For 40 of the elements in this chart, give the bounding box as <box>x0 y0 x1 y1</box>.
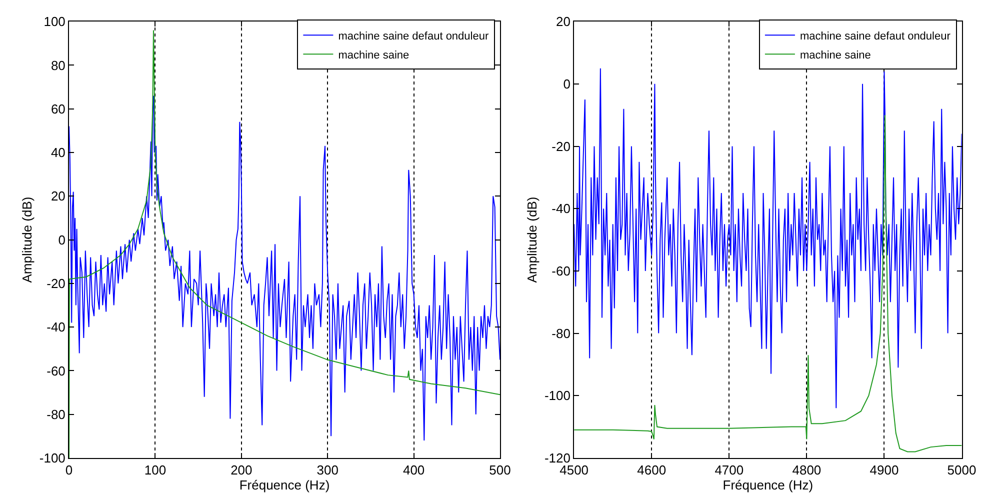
y-tick-label: 100 <box>44 14 66 30</box>
legend-label: machine saine defaut onduleur <box>338 30 489 42</box>
legend-label: machine saine <box>800 49 871 62</box>
y-tick-label: 0 <box>58 232 66 248</box>
y-tick-label: 60 <box>50 101 66 116</box>
legend-label: machine saine defaut onduleur <box>800 30 951 42</box>
line-series <box>574 114 962 452</box>
x-axis-title: Fréquence (Hz) <box>239 478 330 493</box>
y-tick-label: -100 <box>544 388 570 404</box>
y-tick-label: 20 <box>556 14 570 30</box>
y-tick-label: -40 <box>46 320 66 335</box>
y-tick-label: 20 <box>50 188 66 204</box>
line-series <box>69 95 500 442</box>
x-tick-label: 4900 <box>870 462 899 478</box>
y-tick-label: -60 <box>552 263 570 278</box>
x-axis-title: Fréquence (Hz) <box>722 478 814 493</box>
x-tick-label: 4700 <box>714 462 744 478</box>
y-tick-label: -80 <box>46 406 66 422</box>
y-tick-label: -100 <box>39 450 66 466</box>
x-tick-label: 200 <box>230 462 252 478</box>
x-tick-label: 400 <box>402 462 425 478</box>
x-tick-label: 100 <box>144 462 166 478</box>
x-tick-label: 4600 <box>637 462 666 478</box>
x-tick-label: 300 <box>316 462 338 478</box>
y-tick-label: -20 <box>46 276 66 291</box>
line-series <box>69 30 500 458</box>
y-tick-label: -60 <box>46 363 66 378</box>
y-tick-label: -20 <box>552 138 570 154</box>
y-tick-label: -40 <box>552 201 570 216</box>
y-tick-label: 0 <box>563 76 570 92</box>
x-tick-label: 500 <box>489 462 511 478</box>
x-tick-label: 5000 <box>947 462 976 478</box>
legend-label: machine saine <box>338 49 410 62</box>
y-tick-label: -80 <box>552 326 570 341</box>
y-axis-title: Amplitude (dB) <box>524 196 540 283</box>
y-tick-label: 40 <box>50 145 66 160</box>
x-tick-label: 4800 <box>792 462 822 478</box>
y-tick-label: 80 <box>50 58 66 73</box>
y-axis-title: Amplitude (dB) <box>19 196 34 283</box>
line-series <box>574 68 962 409</box>
